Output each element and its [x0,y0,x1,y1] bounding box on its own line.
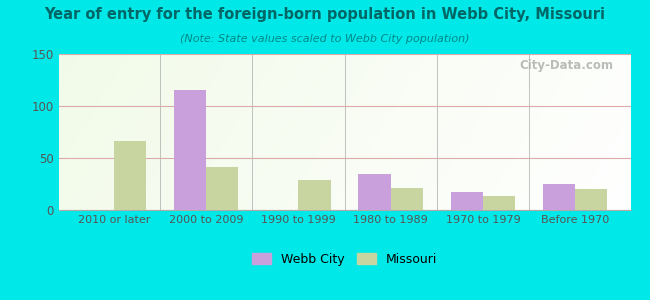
Bar [206,167,239,210]
Bar [575,189,608,210]
Bar [391,188,423,210]
Text: (Note: State values scaled to Webb City population): (Note: State values scaled to Webb City … [180,34,470,44]
Bar [114,141,146,210]
Bar [543,184,575,210]
Bar [450,192,483,210]
Bar [174,90,206,210]
Text: City-Data.com: City-Data.com [519,59,614,72]
Bar [483,196,515,210]
Bar [358,174,391,210]
Text: Year of entry for the foreign-born population in Webb City, Missouri: Year of entry for the foreign-born popul… [44,8,606,22]
Bar [298,180,331,210]
Legend: Webb City, Missouri: Webb City, Missouri [248,249,441,269]
